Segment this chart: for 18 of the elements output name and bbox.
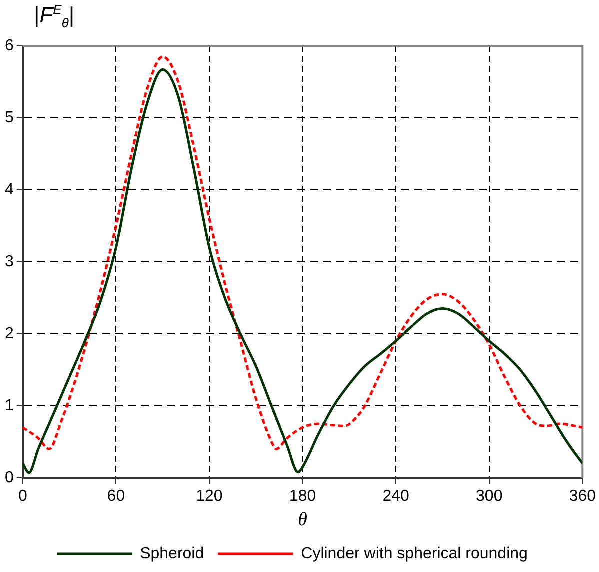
x-tick-label: 60	[107, 488, 126, 506]
y-tick-label: 0	[4, 469, 14, 486]
x-tick-label: 0	[18, 488, 28, 506]
x-tick-label: 360	[569, 488, 596, 506]
y-tick-label: 1	[4, 397, 14, 414]
x-tick-label: 120	[196, 488, 223, 506]
x-tick-label: 300	[476, 488, 503, 506]
y-tick-label: 5	[4, 109, 14, 126]
x-tick-label: 180	[289, 488, 316, 506]
legend-label: Cylinder with spherical rounding	[301, 545, 528, 562]
y-tick-label: 4	[4, 181, 14, 198]
x-axis-title: θ	[298, 510, 308, 531]
legend-label: Spheroid	[140, 545, 204, 562]
y-axis-title: |F$^{E}$$_{θ}$|	[34, 2, 75, 31]
x-tick-label: 240	[382, 488, 410, 506]
y-tick-label: 2	[4, 325, 14, 342]
y-tick-label: 3	[4, 253, 14, 270]
y-tick-label: 6	[4, 37, 14, 54]
